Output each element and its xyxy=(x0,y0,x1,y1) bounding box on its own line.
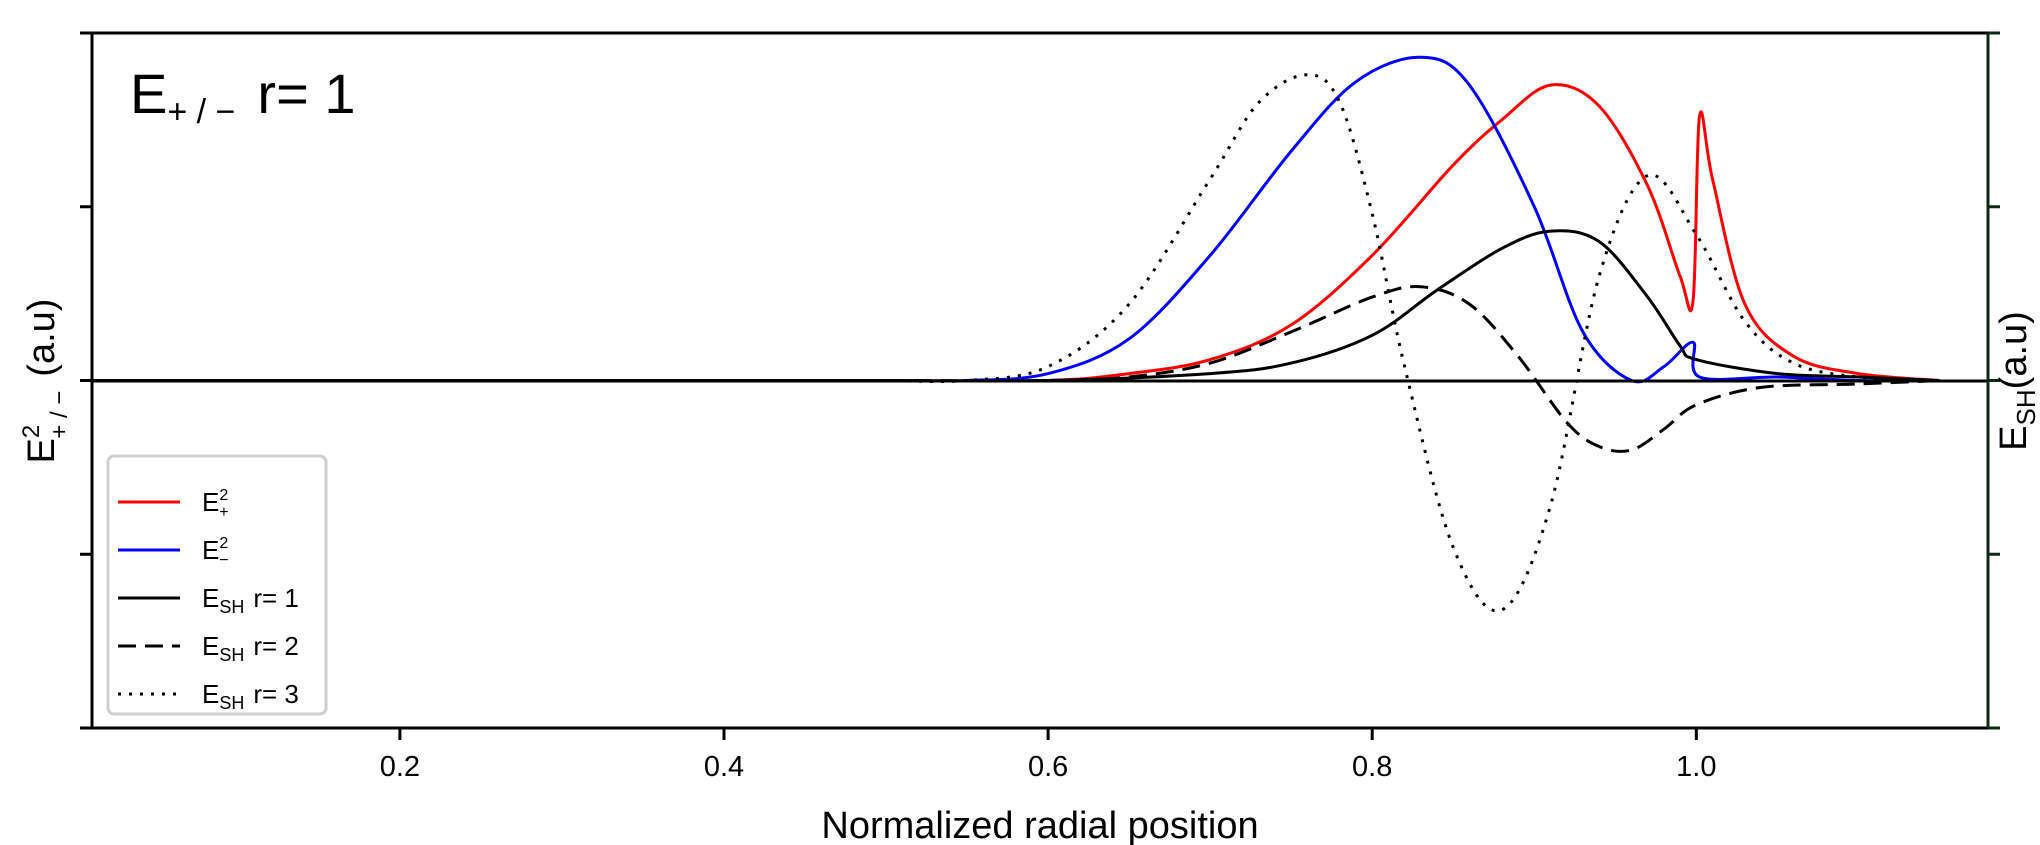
legend: E2 + E2 − ESH r= 1 ESH r= 2 ESH r= 3 xyxy=(106,454,328,716)
legend-label-3: ESH r= 1 xyxy=(202,583,299,617)
x-tick-label: 0.4 xyxy=(704,751,744,783)
series-line-4 xyxy=(886,284,1940,453)
panel-label: E+ / − r= 1 xyxy=(130,62,355,131)
legend-label-1: E2 + xyxy=(202,487,229,521)
legend-label-5: ESH r= 3 xyxy=(202,679,299,713)
x-tick-label: 0.8 xyxy=(1352,751,1392,783)
series-line-3 xyxy=(886,229,1940,383)
legend-label-2: E2− xyxy=(202,535,229,569)
y-axis-label-right: ESH(a.u) xyxy=(1993,311,2040,451)
tick-layer: 0.2 0.4 0.6 0.8 1.0 xyxy=(80,31,2000,783)
x-tick-label: 1.0 xyxy=(1676,751,1716,783)
series-line-1 xyxy=(886,83,1940,383)
y-axis-label-left: E2+ / −(a.u) xyxy=(18,299,73,464)
x-tick-label: 0.6 xyxy=(1028,751,1068,783)
series-line-2 xyxy=(886,55,1940,384)
series-line-5 xyxy=(886,73,1940,613)
series-layer xyxy=(92,55,1940,613)
x-axis-label: Normalized radial position xyxy=(821,805,1258,845)
legend-box xyxy=(106,454,328,716)
legend-items: E2 + E2 − ESH r= 1 ESH r= 2 ESH r= 3 xyxy=(118,487,299,713)
legend-label-4: ESH r= 2 xyxy=(202,631,299,665)
x-tick-label: 0.2 xyxy=(380,751,420,783)
